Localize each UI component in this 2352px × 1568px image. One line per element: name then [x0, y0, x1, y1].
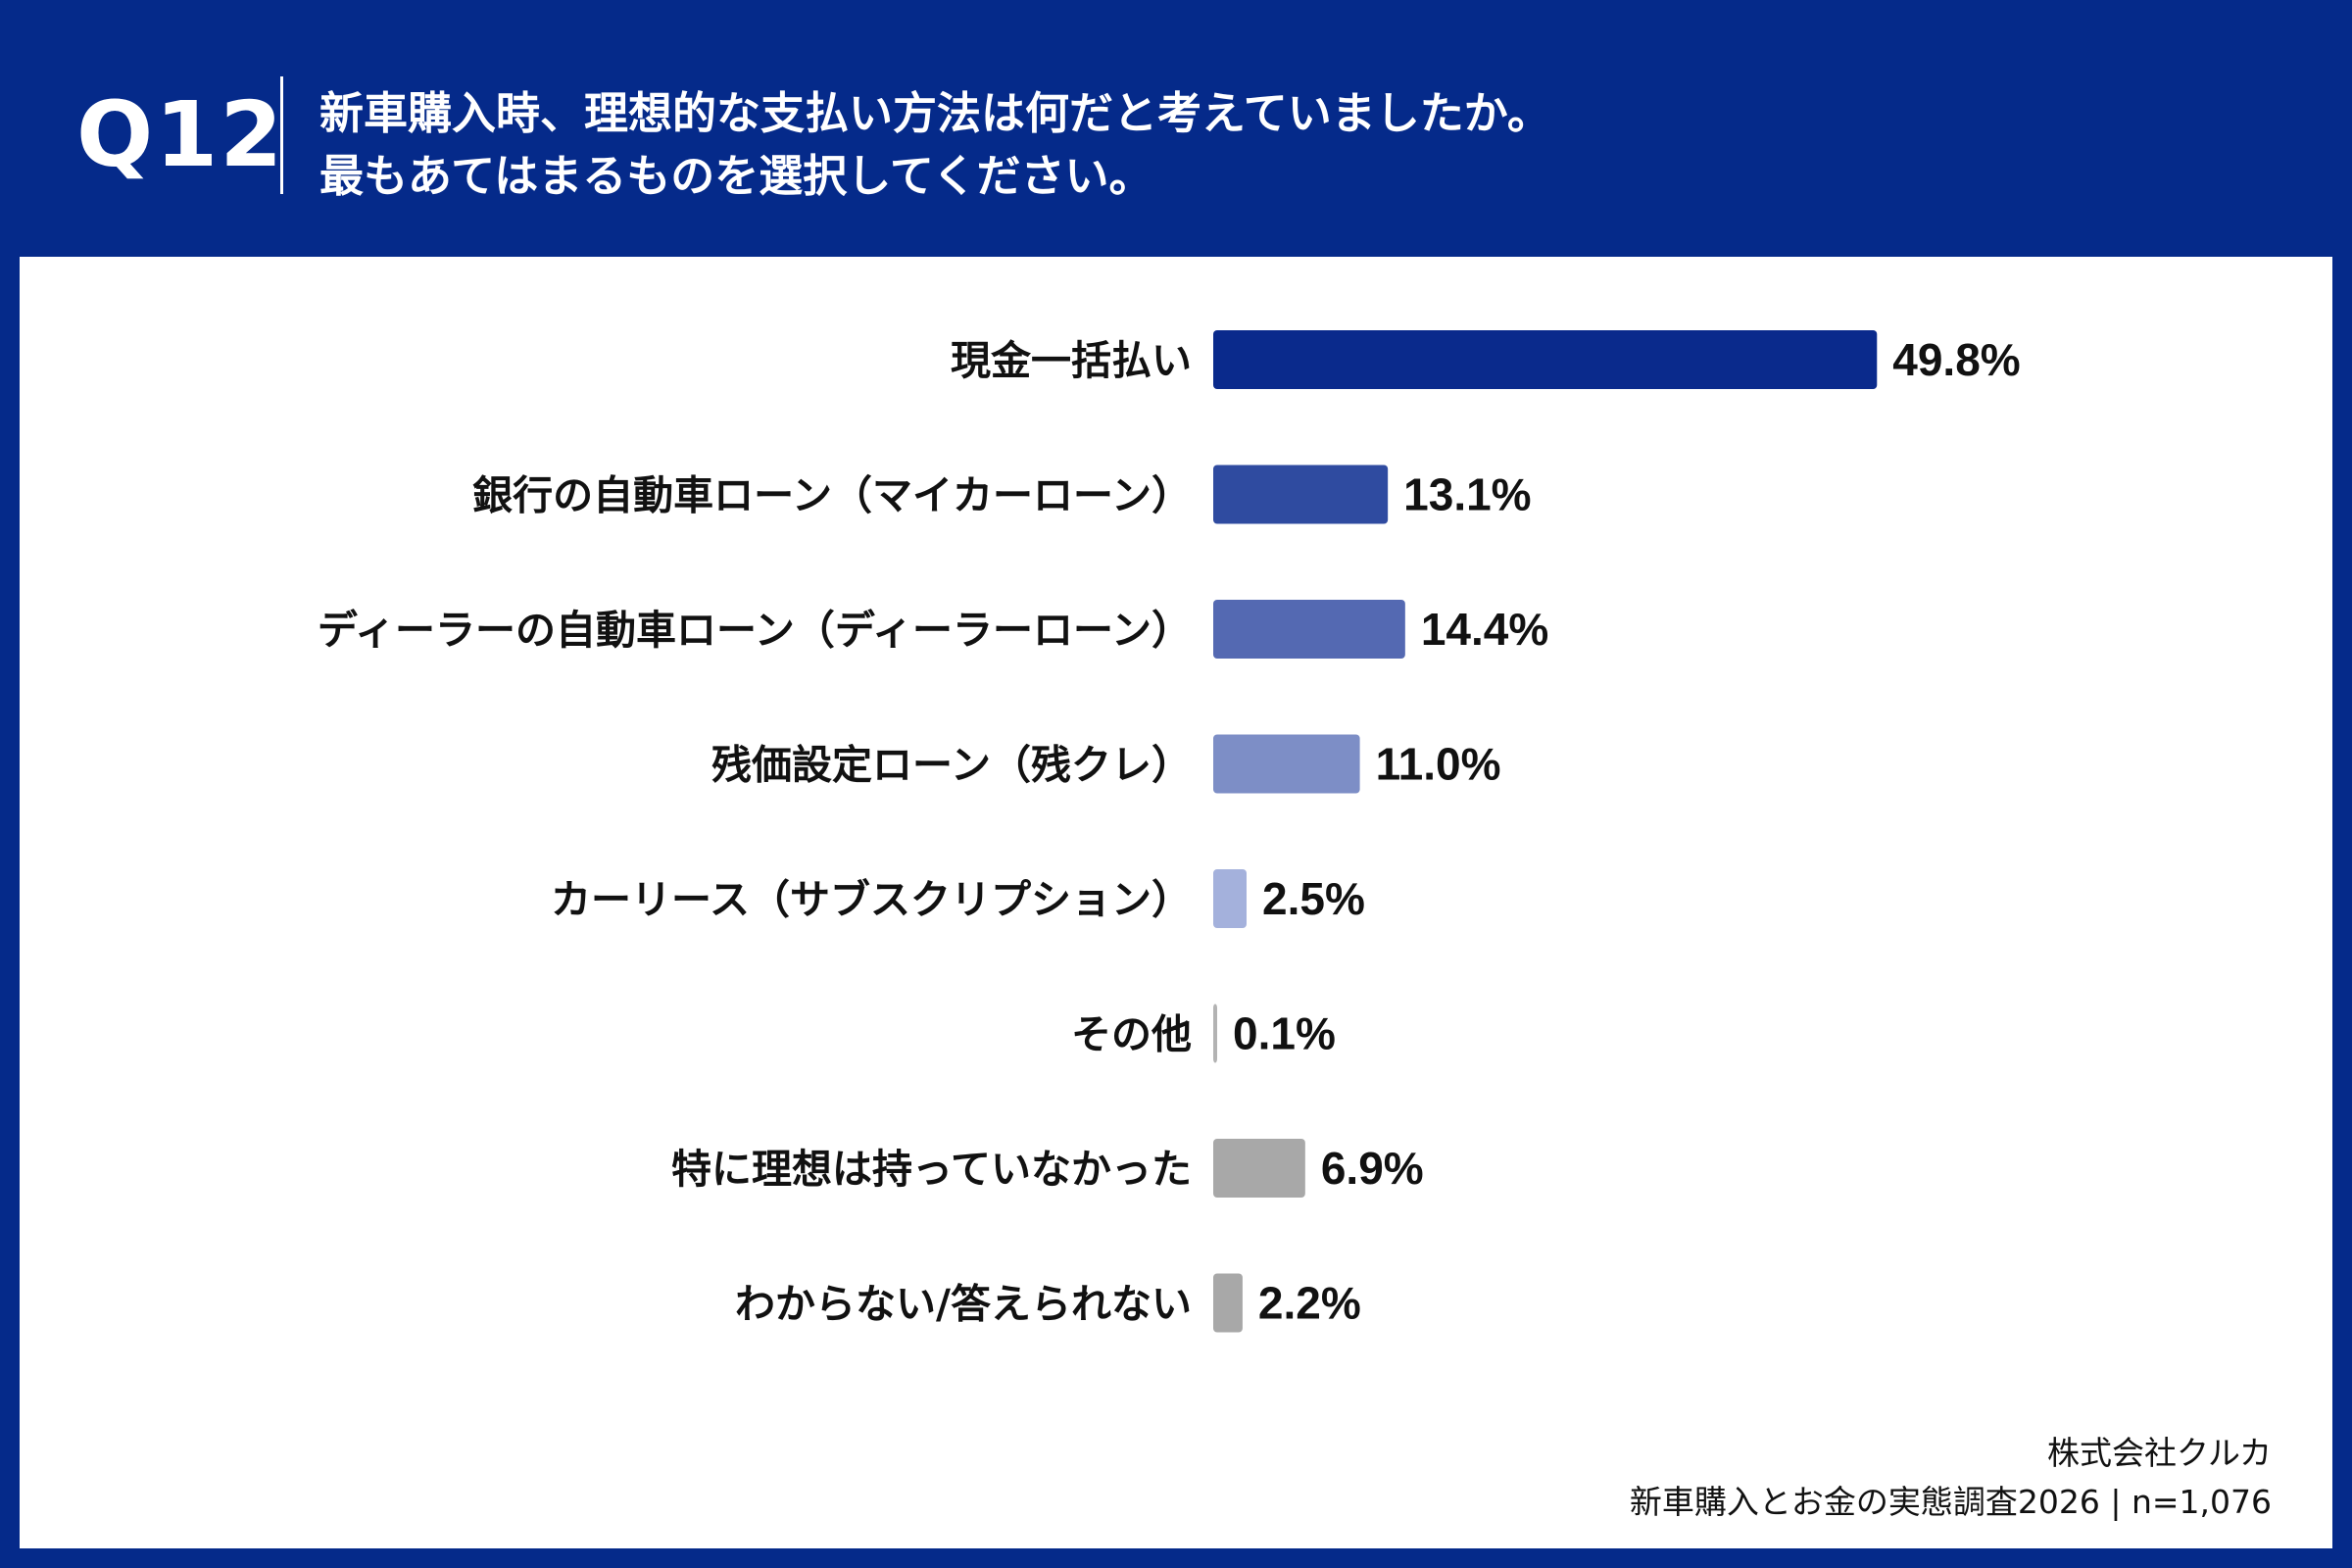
bar	[1213, 734, 1360, 794]
value-label: 11.0%	[1376, 739, 1501, 790]
company-name: 株式会社クルカ	[2046, 1434, 2272, 1472]
value-label: 49.8%	[1892, 334, 2020, 385]
value-label: 2.5%	[1262, 873, 1365, 924]
category-label: 特に理想は持っていなかった	[671, 1146, 1192, 1193]
value-label: 6.9%	[1321, 1143, 1424, 1194]
question-text: 新車購入時、理想的な支払い方法は何だと考えていましたか。 最もあてはまるものを選…	[319, 82, 1551, 208]
question-line-1: 新車購入時、理想的な支払い方法は何だと考えていましたか。	[319, 87, 1551, 139]
survey-info: 新車購入とお金の実態調査2026 | n=1,076	[1629, 1483, 2272, 1521]
category-label: ディーラーの自動車ローン（ディーラーローン）	[318, 607, 1192, 654]
bar	[1213, 465, 1389, 524]
category-label: わからない/答えられない	[735, 1281, 1192, 1328]
bar-chart: 現金一括払い 49.8% 銀行の自動車ローン（マイカーローン） 13.1% ディーラーの…	[318, 330, 2021, 1333]
value-label: 13.1%	[1403, 469, 1531, 520]
category-label: 残価設定ローン（残クレ）	[711, 742, 1192, 789]
value-label: 0.1%	[1233, 1008, 1336, 1059]
value-label: 2.2%	[1258, 1278, 1361, 1329]
category-label: その他	[1071, 1011, 1192, 1058]
bar	[1213, 600, 1405, 659]
bar	[1213, 1273, 1243, 1333]
bar	[1213, 869, 1247, 928]
bar	[1213, 330, 1878, 389]
question-header: Q12 新車購入時、理想的な支払い方法は何だと考えていましたか。 最もあてはまる…	[0, 0, 2352, 255]
category-label: 現金一括払い	[951, 337, 1192, 384]
category-label: 銀行の自動車ローン（マイカーローン）	[472, 472, 1192, 519]
header-divider	[280, 76, 283, 194]
question-number: Q12	[76, 82, 285, 187]
bar	[1213, 1004, 1217, 1063]
value-label: 14.4%	[1421, 604, 1548, 655]
bar	[1213, 1139, 1305, 1198]
footer-credit: 株式会社クルカ 新車購入とお金の実態調査2026 | n=1,076	[1630, 1429, 2272, 1527]
question-line-2: 最もあてはまるものを選択してください。	[319, 150, 1153, 202]
chart-panel: 現金一括払い 49.8% 銀行の自動車ローン（マイカーローン） 13.1% ディーラーの…	[20, 257, 2332, 1548]
category-label: カーリース（サブスクリプション）	[551, 876, 1192, 923]
